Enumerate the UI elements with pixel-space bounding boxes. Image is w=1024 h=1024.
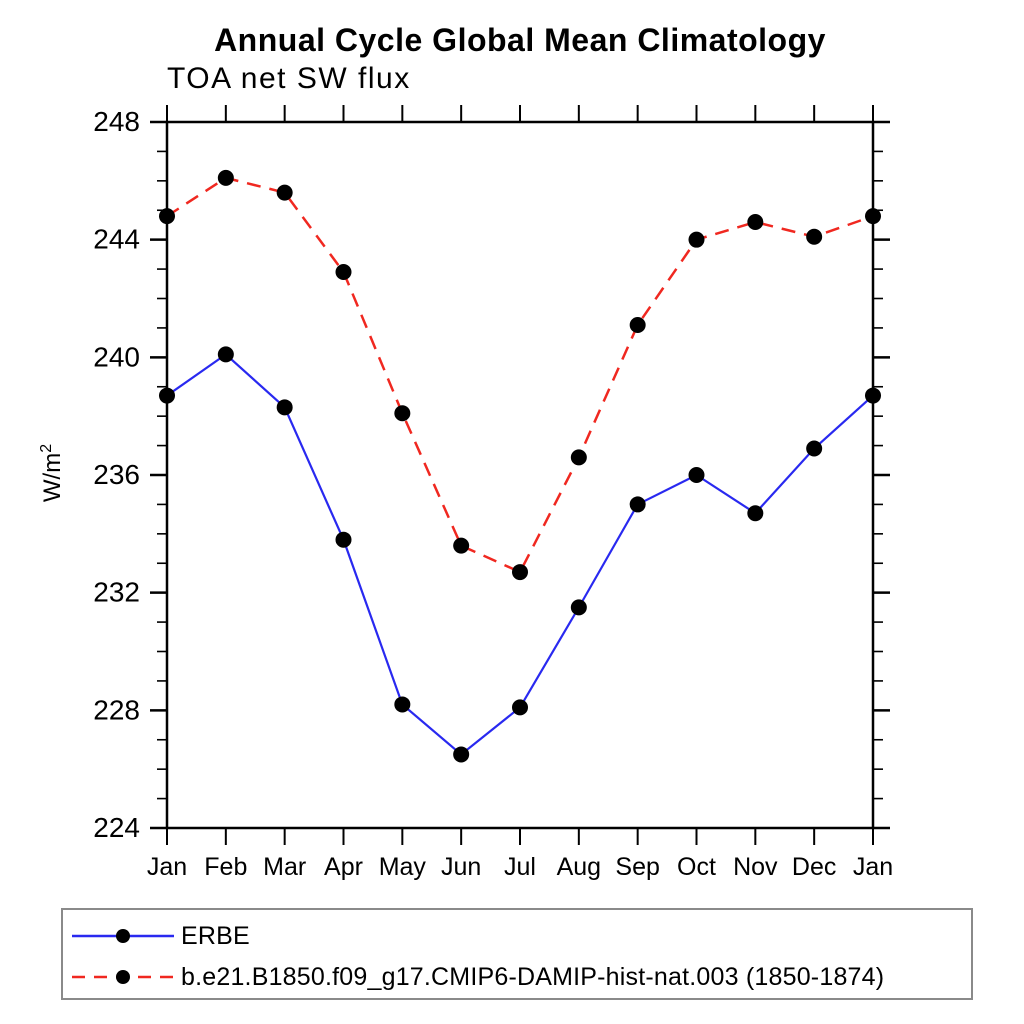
legend-label: ERBE bbox=[181, 921, 250, 950]
y-tick-label: 224 bbox=[93, 812, 140, 843]
x-tick-label: Jun bbox=[441, 853, 481, 881]
x-tick-label: Feb bbox=[204, 853, 247, 881]
legend-entry-erbe: ERBE bbox=[68, 921, 250, 950]
x-tick-label: Nov bbox=[733, 853, 778, 881]
x-tick-label: Aug bbox=[557, 853, 601, 881]
y-tick-label: 248 bbox=[93, 106, 140, 137]
data-point-marker bbox=[806, 440, 823, 457]
legend-line-sample-dashed bbox=[72, 970, 174, 984]
x-tick-label: Dec bbox=[792, 853, 836, 881]
data-point-marker bbox=[688, 467, 705, 483]
data-point-marker bbox=[629, 316, 646, 333]
x-tick-label: Jul bbox=[504, 853, 536, 881]
y-tick-label: 232 bbox=[93, 577, 140, 608]
data-point-marker bbox=[276, 399, 293, 416]
data-point-marker bbox=[159, 208, 175, 225]
x-tick-label: Oct bbox=[677, 853, 716, 881]
data-point-marker bbox=[217, 169, 234, 186]
data-point-marker bbox=[453, 537, 470, 554]
data-point-marker bbox=[747, 505, 764, 522]
data-point-marker bbox=[865, 208, 881, 225]
data-point-marker bbox=[688, 231, 705, 248]
legend-entry-model: b.e21.B1850.f09_g17.CMIP6-DAMIP-hist-nat… bbox=[68, 962, 885, 991]
data-point-marker bbox=[335, 531, 352, 548]
x-tick-label: Sep bbox=[615, 853, 659, 881]
series-line-erbe bbox=[166, 352, 874, 756]
legend-label: b.e21.B1850.f09_g17.CMIP6-DAMIP-hist-nat… bbox=[181, 962, 885, 991]
x-tick-label: Apr bbox=[324, 853, 363, 881]
legend-marker-dot bbox=[116, 929, 130, 943]
data-point-marker bbox=[453, 746, 470, 763]
data-point-marker bbox=[570, 599, 587, 616]
series-line-model bbox=[166, 176, 874, 574]
chart-subtitle: TOA net SW flux bbox=[167, 62, 411, 95]
legend-marker-dot bbox=[116, 970, 130, 984]
data-point-marker bbox=[217, 346, 234, 363]
x-tick-label: Jan bbox=[147, 853, 187, 881]
x-tick-label: Jan bbox=[853, 853, 893, 881]
chart-title: Annual Cycle Global Mean Climatology bbox=[214, 22, 826, 58]
data-point-marker bbox=[335, 264, 352, 281]
y-tick-label: 244 bbox=[93, 224, 140, 255]
data-point-marker bbox=[570, 449, 587, 466]
data-point-marker bbox=[394, 405, 411, 422]
legend-line-sample-solid bbox=[72, 929, 174, 943]
data-point-marker bbox=[629, 496, 646, 513]
y-tick-label: 240 bbox=[93, 341, 140, 372]
plot-frame bbox=[165, 120, 875, 830]
y-tick-label: 228 bbox=[93, 694, 140, 725]
data-point-marker bbox=[865, 387, 881, 404]
data-point-marker bbox=[512, 564, 528, 581]
data-point-marker bbox=[276, 184, 293, 201]
x-tick-label: Mar bbox=[263, 853, 306, 881]
data-point-marker bbox=[159, 387, 175, 404]
legend-box: ERBE b.e21.B1850.f09_g17.CMIP6-DAMIP-his… bbox=[61, 908, 973, 1000]
data-point-marker bbox=[747, 214, 764, 231]
data-point-marker bbox=[512, 699, 528, 716]
x-tick-label: May bbox=[379, 853, 427, 881]
data-point-marker bbox=[394, 696, 411, 713]
data-point-marker bbox=[806, 228, 823, 245]
y-tick-label: 236 bbox=[93, 459, 140, 490]
